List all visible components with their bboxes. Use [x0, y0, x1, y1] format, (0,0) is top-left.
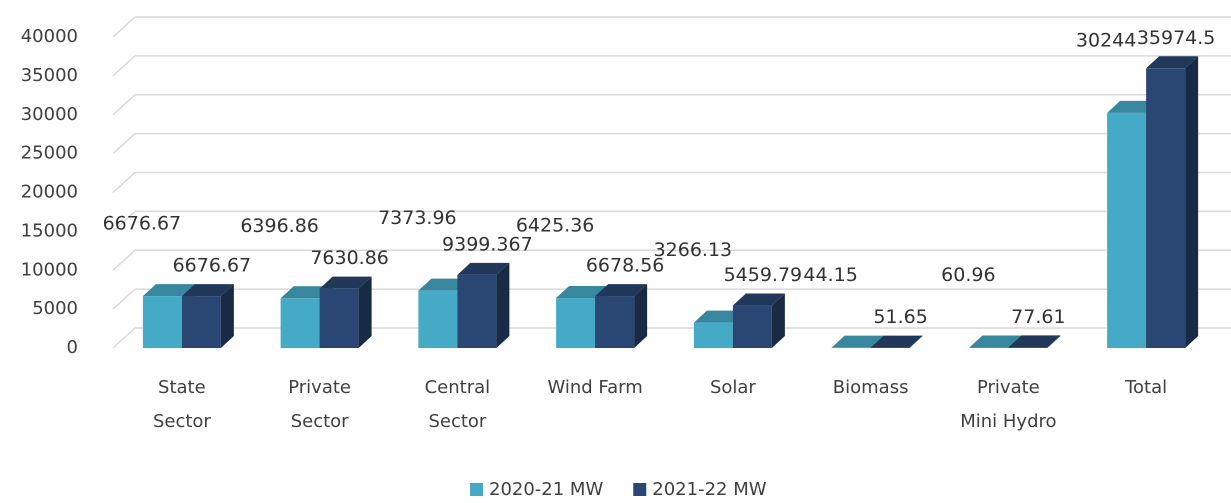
- y-tick-label: 15000: [21, 220, 78, 241]
- data-label: 6676.67: [173, 255, 252, 277]
- grid-side: [112, 16, 136, 38]
- bar-side: [358, 276, 372, 348]
- data-label: 6676.67: [103, 213, 182, 235]
- bar-top: [457, 262, 510, 275]
- data-label: 6396.86: [240, 215, 319, 237]
- data-label: 44.15: [803, 264, 857, 286]
- bar-side: [220, 284, 234, 348]
- x-tick-label: Sector: [428, 411, 486, 432]
- bar-side: [634, 284, 648, 348]
- bar-top: [1146, 56, 1199, 69]
- bar: [556, 298, 596, 348]
- bar-top: [595, 284, 648, 297]
- bar-top: [1008, 335, 1061, 348]
- bar: [142, 296, 182, 348]
- bar-side: [496, 262, 510, 348]
- bar: [1008, 347, 1048, 348]
- grid-side: [112, 171, 136, 194]
- grid-side: [112, 288, 136, 310]
- bar-side: [1185, 56, 1199, 348]
- y-tick-label: 20000: [21, 182, 78, 203]
- x-tick-label: Central: [425, 377, 491, 398]
- bar: [457, 274, 497, 348]
- bar-top: [181, 284, 234, 297]
- x-tick-label: State: [158, 377, 206, 398]
- bar: [280, 298, 320, 348]
- bar-top: [556, 286, 609, 299]
- data-label: 6425.36: [516, 215, 595, 237]
- data-label: 5459.79: [724, 264, 803, 286]
- data-label: 51.65: [873, 306, 927, 328]
- y-tick-label: 5000: [32, 298, 78, 319]
- data-label: 60.96: [941, 264, 995, 286]
- bar-top: [319, 276, 372, 289]
- x-tick-label: Private: [288, 377, 351, 398]
- bar-top: [870, 335, 923, 348]
- y-tick-label: 30000: [21, 104, 78, 125]
- grid-side: [112, 327, 136, 349]
- x-tick-label: Sector: [153, 411, 211, 432]
- x-tick-label: Wind Farm: [547, 377, 642, 398]
- grid-side: [112, 133, 136, 155]
- x-tick-label: Mini Hydro: [960, 411, 1056, 432]
- y-tick-label: 25000: [21, 143, 78, 164]
- bar: [181, 296, 221, 348]
- legend-label: 2020-21 MW: [489, 479, 603, 500]
- x-tick-label: Solar: [710, 377, 756, 398]
- legend-swatch: [470, 483, 483, 496]
- grid-side: [112, 55, 136, 77]
- x-tick-label: Biomass: [833, 377, 909, 398]
- legend-swatch: [633, 483, 647, 496]
- bar: [1107, 112, 1147, 348]
- data-label: 35974.5: [1137, 27, 1216, 49]
- grid-side: [112, 94, 136, 116]
- bar: [1146, 68, 1186, 348]
- data-label: 6678.56: [586, 255, 665, 277]
- bar-side: [1047, 335, 1061, 348]
- data-label: 3266.13: [654, 239, 733, 261]
- data-label: 30244: [1076, 29, 1136, 51]
- grid-side: [112, 249, 136, 271]
- bar-side: [771, 293, 785, 348]
- bar: [418, 290, 458, 348]
- bar-top: [969, 335, 1022, 348]
- x-tick-label: Total: [1124, 377, 1167, 398]
- y-tick-label: 40000: [21, 26, 78, 47]
- bar: [732, 305, 772, 348]
- bar: [595, 296, 635, 348]
- bar-top: [142, 284, 195, 297]
- bar: [693, 322, 733, 348]
- bar-side: [909, 335, 923, 348]
- data-label: 7373.96: [378, 207, 457, 229]
- data-label: 9399.367: [442, 233, 533, 255]
- y-tick-label: 0: [67, 337, 78, 358]
- y-tick-label: 35000: [21, 65, 78, 86]
- x-tick-label: Sector: [291, 411, 349, 432]
- data-label: 77.61: [1011, 306, 1065, 328]
- x-tick-label: Private: [977, 377, 1040, 398]
- bar: [319, 288, 359, 348]
- bar-top: [831, 335, 884, 348]
- bar-top: [732, 293, 785, 306]
- legend-label: 2021-22 MW: [652, 479, 766, 500]
- data-label: 7630.86: [310, 247, 389, 269]
- grid-side: [112, 210, 136, 232]
- y-tick-label: 10000: [21, 259, 78, 280]
